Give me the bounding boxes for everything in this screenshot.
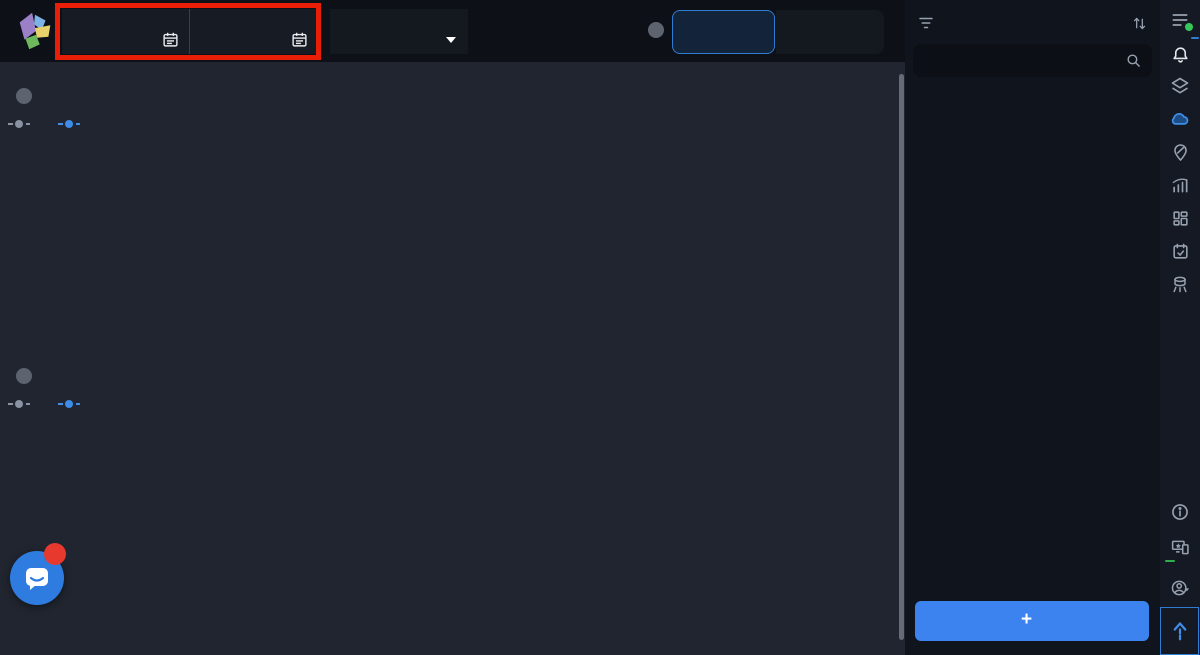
info-icon[interactable] bbox=[16, 88, 32, 104]
info-icon[interactable] bbox=[16, 368, 32, 384]
start-date-picker[interactable] bbox=[62, 9, 190, 54]
scouting-pin-icon[interactable] bbox=[1160, 136, 1200, 168]
chat-unread-badge bbox=[44, 543, 66, 565]
plus-icon: + bbox=[1021, 609, 1033, 630]
account-icon[interactable] bbox=[1160, 572, 1200, 604]
search-input[interactable] bbox=[925, 53, 1125, 68]
legend-item-season[interactable] bbox=[58, 399, 86, 409]
filter-icon[interactable] bbox=[913, 10, 939, 36]
upload-field-button[interactable] bbox=[1160, 607, 1199, 655]
chart1-legend bbox=[8, 119, 86, 129]
notifications-count-badge bbox=[1191, 37, 1199, 39]
legend-item-season[interactable] bbox=[58, 119, 86, 129]
sort-icon[interactable] bbox=[1126, 10, 1152, 36]
add-field-button[interactable]: + bbox=[915, 601, 1149, 641]
legend-item-growth-stages[interactable] bbox=[8, 399, 36, 409]
cumulative-precipitation-chart bbox=[0, 142, 898, 330]
status-green-dot bbox=[1185, 23, 1193, 31]
icon-rail bbox=[1160, 0, 1200, 655]
legend-item-growth-stages[interactable] bbox=[8, 119, 36, 129]
chat-widget-button[interactable] bbox=[10, 551, 64, 605]
notifications-bell-icon[interactable] bbox=[1160, 37, 1200, 70]
field-search bbox=[913, 44, 1152, 77]
calendar-icon[interactable] bbox=[162, 31, 179, 48]
legend-marker-blue bbox=[58, 120, 80, 128]
info-icon[interactable] bbox=[648, 22, 664, 38]
daily-precipitation-chart bbox=[0, 420, 898, 605]
soil-data-icon[interactable] bbox=[1160, 268, 1200, 300]
legend-marker-gray bbox=[8, 120, 30, 128]
top-bar bbox=[0, 0, 905, 62]
calendar-check-icon[interactable] bbox=[1160, 235, 1200, 267]
tab-previsao[interactable] bbox=[776, 10, 884, 54]
new-feature-badge bbox=[1165, 560, 1175, 562]
weather-cloud-icon[interactable] bbox=[1160, 103, 1200, 135]
chart2-legend bbox=[8, 399, 86, 409]
legend-marker-blue bbox=[58, 400, 80, 408]
info-circle-icon[interactable] bbox=[1160, 496, 1200, 528]
end-date-picker[interactable] bbox=[190, 9, 318, 54]
search-icon[interactable] bbox=[1125, 52, 1142, 69]
compare-dropdown[interactable] bbox=[330, 9, 468, 54]
chart1-header bbox=[8, 88, 32, 104]
field-list-menu-icon[interactable] bbox=[1160, 4, 1200, 36]
devices-apps-icon[interactable] bbox=[1160, 531, 1200, 563]
chevron-down-icon bbox=[446, 37, 456, 43]
chat-bubble-icon bbox=[26, 568, 48, 590]
app-logo-icon[interactable] bbox=[12, 8, 58, 54]
field-list-sidebar: + bbox=[905, 0, 1160, 655]
calendar-icon[interactable] bbox=[291, 31, 308, 48]
dashboard-icon[interactable] bbox=[1160, 202, 1200, 234]
charts-panel bbox=[0, 62, 900, 655]
field-list-scrollbar[interactable] bbox=[899, 74, 904, 640]
upload-arrow-icon bbox=[1173, 622, 1186, 641]
chart2-header bbox=[8, 368, 32, 384]
layers-icon[interactable] bbox=[1160, 70, 1200, 102]
statistics-icon[interactable] bbox=[1160, 169, 1200, 201]
tab-historico[interactable] bbox=[672, 10, 775, 54]
legend-marker-gray bbox=[8, 400, 30, 408]
